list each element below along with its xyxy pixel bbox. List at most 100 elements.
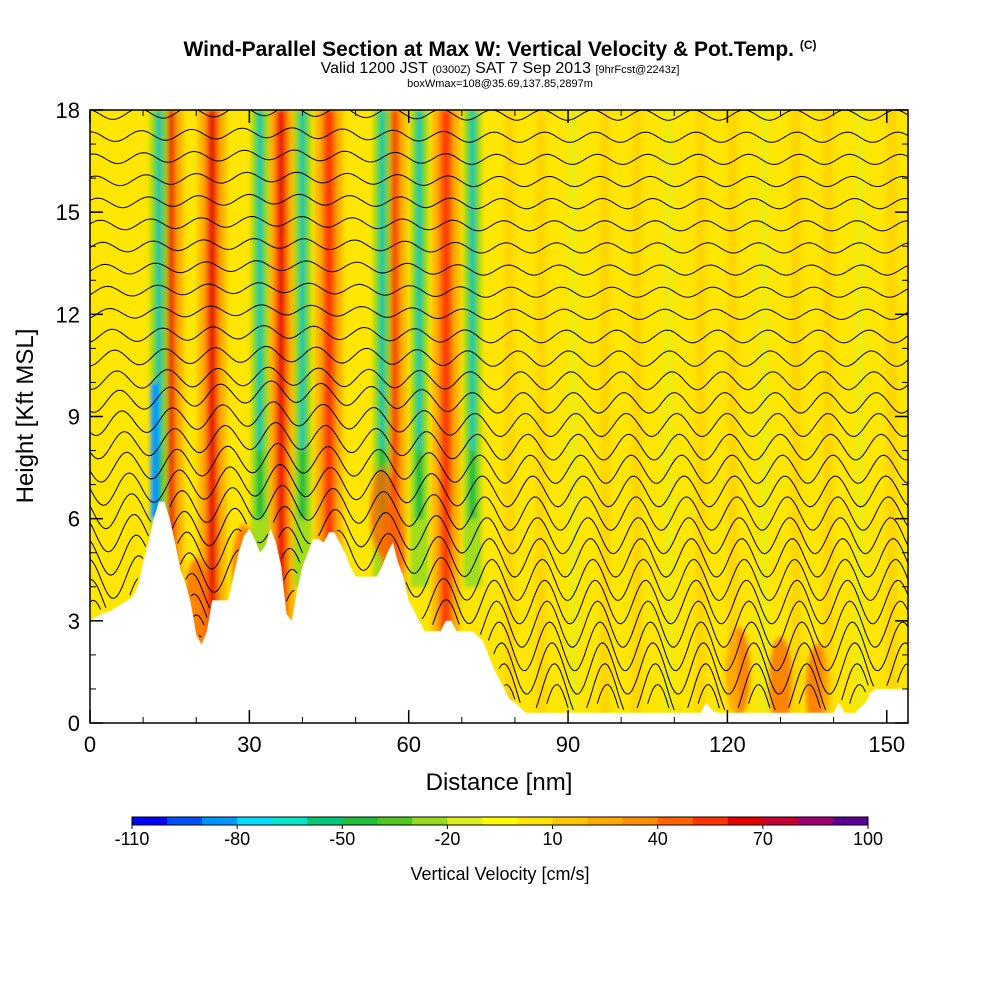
colorbar: -110 -80 -50 -20 10 40 70 100 (115, 816, 883, 849)
weak-band (854, 110, 865, 723)
y-axis-title: Height [Kft MSL] (12, 329, 39, 504)
colorbar-swatch (797, 817, 834, 825)
isentrope-line (90, 526, 908, 578)
isentrope-line (90, 127, 908, 143)
y-tick-label: 9 (68, 405, 80, 430)
isentrope-line (90, 215, 908, 232)
downdraft-band-core (417, 110, 421, 451)
weak-band (759, 110, 770, 723)
colorbar-tick-label: -50 (329, 829, 355, 849)
colorbar-swatch (272, 817, 308, 825)
colorbar-swatch (412, 817, 448, 825)
updraft-band-core (209, 110, 216, 723)
downdraft-band-core (300, 110, 304, 451)
colorbar-swatch (692, 817, 729, 825)
downdraft-band-core (258, 110, 262, 451)
colorbar-tick-label: 10 (543, 829, 563, 849)
y-tick-label: 6 (68, 507, 80, 532)
isentrope-line (90, 568, 908, 625)
colorbar-swatch (657, 817, 694, 825)
colorbar-swatch (727, 817, 764, 825)
colorbar-tick-label: 40 (648, 829, 668, 849)
weak-band (504, 110, 515, 723)
forecast-info: [9hrFcst@2243z] (595, 64, 680, 76)
x-tick-label: 90 (556, 732, 580, 757)
isentrope-line (90, 171, 908, 188)
weak-band (568, 110, 579, 723)
chart-title: Wind-Parallel Section at Max W: Vertical… (0, 38, 1000, 62)
colorbar-swatch (202, 817, 238, 825)
valid-time-utc: (0300Z) (432, 64, 471, 76)
isentrope-line (90, 345, 908, 367)
colorbar-swatch (482, 817, 519, 825)
colorbar-tick-label: -20 (434, 829, 460, 849)
chart-title-text: Wind-Parallel Section at Max W: Vertical… (183, 38, 794, 61)
updraft-blob (768, 637, 793, 723)
colorbar-swatch (517, 817, 554, 825)
downdraft-band-core (470, 110, 474, 451)
chart-title-unit-tag: (C) (799, 38, 817, 52)
isentrope-line (90, 380, 908, 414)
colorbar-swatch (552, 817, 589, 825)
box-wmax-info: boxWmax=108@35.69,137.85,2897m (407, 78, 593, 90)
updraft-band-core (278, 110, 285, 723)
y-tick-label: 0 (68, 711, 80, 736)
weak-band (599, 110, 610, 723)
y-tick-label: 3 (68, 609, 80, 634)
downdraft-core-blue (150, 382, 159, 519)
colorbar-swatch (342, 817, 378, 825)
colorbar-swatch (762, 817, 799, 825)
isentrope-line (198, 635, 908, 695)
colorbar-swatch (832, 817, 869, 825)
isentrope-line (90, 260, 908, 276)
x-tick-label: 30 (237, 732, 261, 757)
updraft-band-core (166, 110, 173, 723)
weak-band (536, 110, 547, 723)
isentrope-line (90, 442, 908, 484)
isentrope-line (90, 110, 908, 121)
terrain (90, 501, 908, 723)
isentrope-line (90, 421, 908, 461)
isentrope-line (90, 463, 908, 508)
y-tick-label: 12 (56, 302, 80, 327)
colorbar-swatch (377, 817, 413, 825)
weak-band (695, 110, 706, 723)
chart-subtitle: Valid 1200 JST (0300Z) SAT 7 Sep 2013 [9… (0, 60, 1000, 78)
y-tick-label: 15 (56, 200, 80, 225)
isentropes (90, 110, 908, 711)
isentrope-line (90, 304, 908, 320)
weak-band (823, 110, 834, 723)
weak-band (791, 110, 802, 723)
colorbar-swatch (132, 817, 168, 825)
isentrope-line (90, 325, 908, 344)
colorbar-frame (131, 816, 869, 826)
isentrope-line (90, 547, 908, 602)
colorbar-swatch (307, 817, 343, 825)
colorbar-tick-label: -110 (115, 829, 150, 849)
weak-band (727, 110, 738, 723)
valid-time: Valid 1200 JST (320, 60, 428, 77)
colorbar-swatch (587, 817, 624, 825)
colorbar-swatch (622, 817, 659, 825)
isentrope-line (90, 282, 908, 298)
x-axis: 0 30 60 90 120 150 (84, 110, 905, 757)
updraft-band-core (326, 110, 333, 723)
valid-date: SAT 7 Sep 2013 (475, 60, 591, 77)
x-axis-title: Distance [nm] (426, 769, 573, 796)
x-tick-label: 150 (868, 732, 905, 757)
isentrope-line (193, 614, 908, 672)
isentrope-line (90, 401, 908, 437)
isentrope-line (90, 589, 908, 648)
y-axis: 0 3 6 9 12 15 18 (56, 98, 908, 736)
isentrope-line (90, 485, 908, 531)
weak-band (886, 110, 897, 723)
colorbar-tick-label: -80 (224, 829, 250, 849)
updraft-band-core (389, 110, 396, 723)
x-tick-label: 0 (84, 732, 96, 757)
y-tick-label: 18 (56, 98, 80, 123)
downdraft-band-core (157, 110, 161, 451)
isentrope-line (90, 505, 908, 555)
isentrope-line (90, 238, 908, 254)
isentrope-line (498, 663, 908, 711)
